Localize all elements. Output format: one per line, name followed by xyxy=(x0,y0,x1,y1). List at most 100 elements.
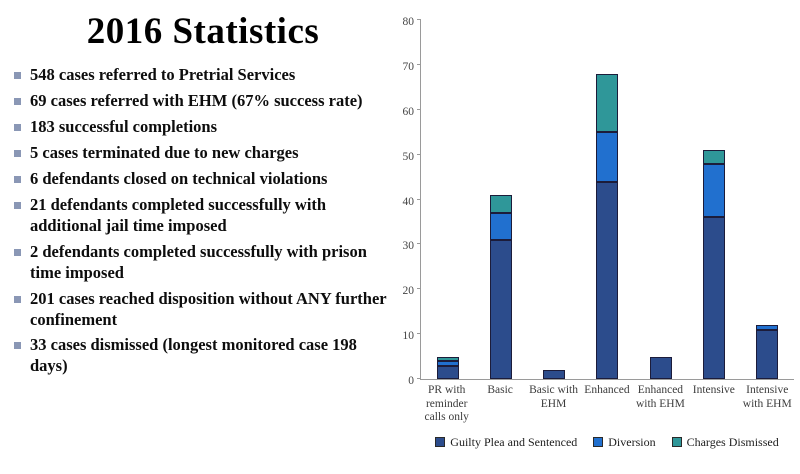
bullet-list: 548 cases referred to Pretrial Services 6… xyxy=(14,65,392,377)
bullet-item: 6 defendants closed on technical violati… xyxy=(14,169,392,190)
bullet-text: 183 successful completions xyxy=(30,116,217,136)
bar-segment xyxy=(703,217,726,379)
category-label: Basic with EHM xyxy=(529,384,578,410)
bullet-item: 69 cases referred with EHM (67% success … xyxy=(14,91,392,112)
legend-swatch xyxy=(435,437,446,448)
bullet-item: 183 successful completions xyxy=(14,117,392,138)
y-tick-label: 10 xyxy=(402,330,415,343)
bullet-item: 2 defendants completed successfully with… xyxy=(14,242,392,284)
bar-cell xyxy=(528,20,581,379)
legend-item: Charges Dismissed xyxy=(671,434,779,450)
bar-segment xyxy=(436,361,459,366)
bar-cell xyxy=(741,20,794,379)
bar-segment xyxy=(596,73,619,133)
category-label: Basic xyxy=(487,384,513,396)
bar-segment xyxy=(596,181,619,379)
bar-segment xyxy=(703,150,726,164)
category-label: Intensive xyxy=(692,384,735,396)
y-tick-mark xyxy=(417,288,421,290)
bar-segment xyxy=(756,329,779,379)
page-title: 2016 Statistics xyxy=(86,11,320,52)
bullet-marker xyxy=(14,123,21,131)
bar-segment xyxy=(436,356,459,362)
legend-item: Diversion xyxy=(593,434,656,450)
bullet-text: 548 cases referred to Pretrial Services xyxy=(30,65,296,84)
bar-segment xyxy=(543,370,566,379)
bullet-item: 33 cases dismissed (longest monitored ca… xyxy=(14,335,392,377)
bullet-item: 548 cases referred to Pretrial Services xyxy=(14,65,392,86)
category-label: Enhanced xyxy=(584,384,630,396)
bullet-text: 201 cases reached disposition without AN… xyxy=(30,288,387,329)
bar-segment xyxy=(596,132,619,182)
bullet-marker xyxy=(14,149,21,157)
legend-item: Guilty Plea and Sentenced xyxy=(435,435,577,450)
y-tick-label: 50 xyxy=(402,150,415,163)
bullet-marker xyxy=(14,295,21,303)
bar-cell xyxy=(474,20,527,379)
bar-cell xyxy=(581,20,634,379)
y-tick-mark xyxy=(417,198,421,200)
stats-panel: 2016 Statistics 548 cases referred to Pr… xyxy=(14,10,392,382)
bullet-text: 21 defendants completed successfully wit… xyxy=(30,194,327,235)
bar-segment xyxy=(436,365,459,379)
chart-plot-row: 0 10 20 30 40 50 60 70 80 xyxy=(392,16,794,387)
category-label: Enhanced with EHM xyxy=(635,384,685,410)
bullet-text: 69 cases referred with EHM (67% success … xyxy=(30,90,363,110)
bullet-item: 21 defendants completed successfully wit… xyxy=(14,195,392,237)
y-tick-label: 80 xyxy=(402,16,415,28)
y-tick-mark xyxy=(417,63,421,65)
y-tick-label: 40 xyxy=(402,195,415,208)
category-labels: PR with reminder calls only Basic Basic wi… xyxy=(420,380,794,425)
stacked-bar xyxy=(703,150,726,379)
bullet-marker xyxy=(14,72,21,79)
y-tick-mark xyxy=(417,108,421,110)
legend-label: Charges Dismissed xyxy=(686,434,779,449)
bar-segment xyxy=(649,356,672,379)
bullet-text: 2 defendants completed successfully with… xyxy=(30,241,367,282)
stacked-bar xyxy=(436,356,459,379)
chart: 0 10 20 30 40 50 60 70 80 PR with reminder calls… xyxy=(392,10,794,466)
bullet-text: 33 cases dismissed (longest monitored ca… xyxy=(30,335,357,376)
stacked-bar xyxy=(756,325,779,379)
bullet-marker xyxy=(14,175,21,183)
legend: Guilty Plea and Sentenced Diversion Charge… xyxy=(420,435,794,450)
bar-segment xyxy=(489,239,512,379)
bullet-text: 6 defendants closed on technical violati… xyxy=(30,168,328,188)
bullet-item: 5 cases terminated due to new charges xyxy=(14,143,392,164)
bar-cell xyxy=(687,20,740,379)
plot-area xyxy=(417,19,794,380)
category-label: PR with reminder calls only xyxy=(424,384,469,424)
stacked-bar xyxy=(596,73,619,379)
y-tick-mark xyxy=(417,19,421,20)
bar-cell xyxy=(634,20,687,379)
bullet-marker xyxy=(14,342,21,350)
bullet-marker xyxy=(14,201,21,209)
category-label: Intensive with EHM xyxy=(742,384,792,410)
legend-label: Guilty Plea and Sentenced xyxy=(450,434,578,449)
y-axis: 0 10 20 30 40 50 60 70 80 xyxy=(392,16,420,387)
y-tick-mark xyxy=(417,378,421,379)
bar-segment xyxy=(756,325,779,330)
bar-cell xyxy=(421,20,474,379)
y-tick-label: 0 xyxy=(408,375,414,387)
bullet-marker xyxy=(14,97,21,105)
y-tick-label: 30 xyxy=(402,240,415,253)
y-tick-label: 20 xyxy=(402,285,415,298)
bullet-item: 201 cases reached disposition without AN… xyxy=(14,289,392,331)
y-tick-label: 70 xyxy=(402,60,415,73)
stacked-bar xyxy=(543,370,566,379)
y-tick-mark xyxy=(417,153,421,155)
bar-segment xyxy=(489,195,512,213)
legend-swatch xyxy=(593,437,604,448)
bars-row xyxy=(421,20,794,379)
bar-segment xyxy=(489,212,512,240)
legend-label: Diversion xyxy=(608,434,656,449)
y-tick-mark xyxy=(417,333,421,335)
stacked-bar xyxy=(489,195,512,379)
stacked-bar xyxy=(649,356,672,379)
bar-segment xyxy=(703,163,726,218)
bullet-text: 5 cases terminated due to new charges xyxy=(30,142,299,162)
y-tick-mark xyxy=(417,243,421,245)
legend-swatch xyxy=(671,437,682,448)
